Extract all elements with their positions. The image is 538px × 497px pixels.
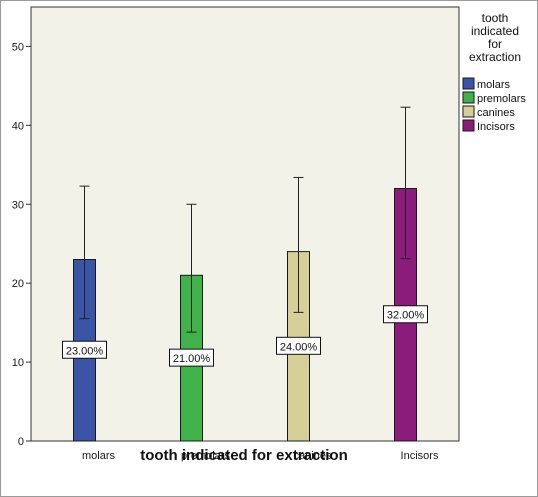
legend-label: molars: [477, 79, 511, 91]
y-tick-label: 40: [12, 120, 24, 132]
error-bar-canines: [293, 176, 304, 313]
category-label-molars: molars: [82, 450, 116, 462]
y-tick-label: 10: [12, 357, 24, 369]
legend-items: molars premolars canines Incisors: [462, 77, 526, 133]
legend-swatch: [462, 91, 475, 104]
error-bar-molars: [79, 185, 90, 320]
x-axis-title: tooth indicated for extraction: [140, 447, 348, 464]
error-bar-premolars: [186, 203, 197, 333]
legend-item-molars: molars: [462, 77, 511, 91]
data-label-incisors: 32.00%: [383, 305, 428, 324]
data-labels-group: 23.00% 21.00% 24.00% 32.00%: [62, 305, 428, 367]
legend-label: canines: [477, 107, 515, 119]
legend-label: premolars: [477, 93, 526, 105]
legend-title-line: for: [488, 37, 502, 51]
error-bars-group: [79, 106, 411, 333]
y-tick-label: 30: [12, 199, 24, 211]
legend-title-line: extraction: [469, 50, 521, 64]
y-axis: 0 10 20 30 40 50: [12, 41, 31, 448]
category-label-premolars: premolars: [181, 450, 230, 462]
legend-swatch: [462, 77, 475, 90]
y-tick-label: 50: [12, 41, 24, 53]
category-labels-group: molars premolars canines Incisors: [82, 450, 439, 462]
legend-title-line: indicated: [471, 24, 519, 38]
data-label-text: 32.00%: [387, 310, 425, 322]
data-label-text: 21.00%: [173, 353, 211, 365]
plot-area: [30, 6, 460, 442]
y-tick-label: 20: [12, 278, 24, 290]
category-label-canines: canines: [294, 450, 332, 462]
legend-title-line: tooth: [482, 11, 509, 25]
data-label-text: 24.00%: [280, 341, 318, 353]
data-label-molars: 23.00%: [62, 340, 107, 359]
data-label-premolars: 21.00%: [169, 348, 214, 367]
legend-swatch: [462, 105, 475, 118]
category-label-incisors: Incisors: [401, 450, 439, 462]
data-label-canines: 24.00%: [276, 336, 321, 355]
legend-item-incisors: Incisors: [462, 119, 515, 133]
data-label-text: 23.00%: [66, 345, 104, 357]
legend-item-premolars: premolars: [462, 91, 526, 105]
legend-item-canines: canines: [462, 105, 515, 119]
error-bar-incisors: [400, 106, 411, 260]
legend-swatch: [462, 119, 475, 132]
y-tick-label: 0: [18, 436, 24, 448]
legend-label: Incisors: [477, 121, 515, 133]
